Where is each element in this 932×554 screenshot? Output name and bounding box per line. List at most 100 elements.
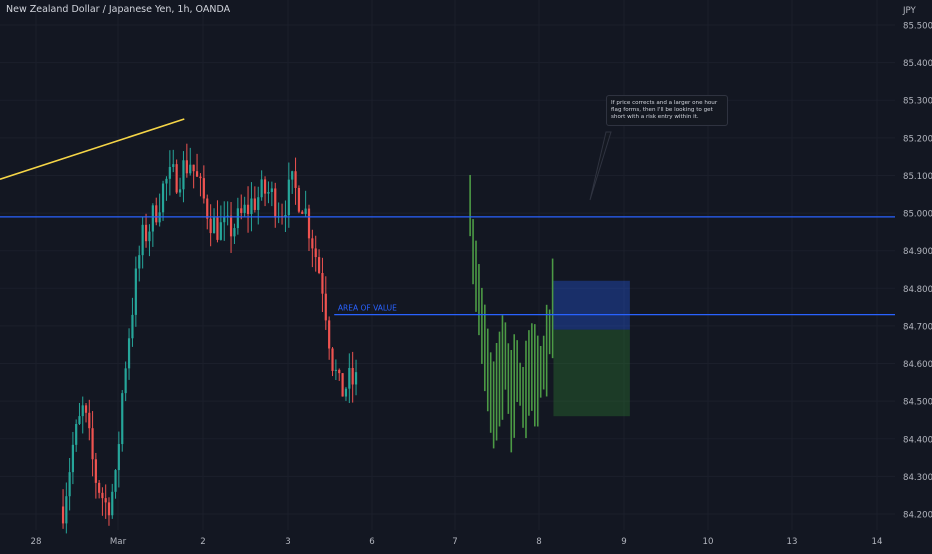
price-tick-label: 84.900 <box>903 247 932 257</box>
currency-label: JPY <box>902 6 917 16</box>
candle-up <box>178 189 182 193</box>
time-tick-label: 9 <box>621 537 626 547</box>
price-tick-label: 84.200 <box>903 511 932 521</box>
candle-down <box>104 498 107 503</box>
candle-up <box>270 188 273 192</box>
candle-down <box>317 257 321 273</box>
candle-up <box>348 367 351 389</box>
candle-down <box>240 208 243 213</box>
level-label: AREA OF VALUE <box>338 304 397 313</box>
candle-up <box>267 191 270 194</box>
candle-up <box>65 496 68 524</box>
candle-up <box>304 208 307 214</box>
candle-down <box>209 218 212 234</box>
candle-up <box>223 217 226 223</box>
candle-down <box>328 320 331 349</box>
candle-down <box>246 204 250 215</box>
candle-down <box>101 492 104 499</box>
candle-up <box>243 204 246 213</box>
candle-down <box>297 187 301 212</box>
candle-down <box>216 217 219 240</box>
candle-down <box>175 164 178 193</box>
price-tick-label: 84.300 <box>903 473 932 483</box>
candle-up <box>291 171 294 180</box>
overlays: AREA OF VALUE <box>0 118 895 417</box>
candle-down <box>311 238 314 249</box>
candle-up <box>68 472 71 497</box>
candle-down <box>206 198 209 219</box>
candle-up <box>250 198 253 215</box>
time-tick-label: Mar <box>110 537 127 547</box>
time-axis: 28 Mar 2 3 6 7 8 9 10 13 14 <box>31 537 883 547</box>
candle-up <box>114 470 117 492</box>
candle-up <box>127 338 131 369</box>
reward-zone <box>553 329 630 417</box>
candle-down <box>199 176 202 179</box>
projection-candles <box>469 174 554 453</box>
candle-down <box>331 348 334 371</box>
candle-up <box>354 372 358 385</box>
candle-up <box>134 268 137 315</box>
candle-down <box>84 405 88 413</box>
candle-up <box>344 388 348 397</box>
candle-up <box>165 178 168 184</box>
candle-up <box>138 255 141 269</box>
candle-up <box>161 183 165 213</box>
candle-down <box>195 171 199 177</box>
grid <box>0 0 895 530</box>
price-tick-label: 84.700 <box>903 322 932 332</box>
candle-up <box>260 179 263 198</box>
candle-down <box>185 160 188 174</box>
candle-down <box>155 205 158 223</box>
candle-up <box>334 369 337 371</box>
time-tick-label: 2 <box>200 537 205 547</box>
chart-title: New Zealand Dollar / Japanese Yen, 1h, O… <box>6 4 231 15</box>
time-tick-label: 7 <box>452 537 457 547</box>
candle-down <box>351 367 354 385</box>
price-tick-label: 84.600 <box>903 360 932 370</box>
price-tick-label: 84.400 <box>903 435 932 445</box>
candle-down <box>88 412 91 429</box>
price-tick-label: 85.000 <box>903 210 932 220</box>
candle-down <box>98 482 101 493</box>
candle-up <box>117 444 120 471</box>
risk-zone <box>553 280 630 330</box>
candle-up <box>284 215 287 217</box>
candle-down <box>253 198 256 210</box>
candle-up <box>148 231 151 242</box>
candle-up <box>182 160 185 190</box>
candle-up <box>151 205 154 232</box>
candle-up <box>257 197 260 210</box>
candle-up <box>131 314 134 339</box>
annotation-pointer <box>589 131 612 201</box>
candle-up <box>212 217 216 234</box>
candle-up <box>172 164 175 167</box>
price-tick-label: 85.100 <box>903 172 932 182</box>
candle-down <box>321 272 324 294</box>
candle-down <box>301 211 304 214</box>
time-tick-label: 6 <box>369 537 374 547</box>
annotation-note: If price corrects and a larger one hour … <box>606 95 728 126</box>
time-tick-label: 28 <box>31 537 42 547</box>
candle-down <box>229 215 233 237</box>
candle-up <box>75 423 78 445</box>
candle-down <box>192 164 195 172</box>
candle-up <box>121 393 124 445</box>
candle-down <box>263 179 267 194</box>
price-tick-label: 85.200 <box>903 134 932 144</box>
time-tick-label: 8 <box>536 537 541 547</box>
candle-up <box>71 444 74 473</box>
price-axis: 85.500 85.400 85.300 85.200 85.100 85.000 84.9… <box>902 6 932 521</box>
candle-up <box>81 405 84 417</box>
time-tick-label: 13 <box>787 537 798 547</box>
candle-down <box>341 373 344 397</box>
candle-up <box>233 228 236 237</box>
candle-down <box>94 459 97 483</box>
price-tick-label: 85.500 <box>903 22 932 32</box>
price-tick-label: 85.400 <box>903 59 932 69</box>
candle-up <box>219 222 222 240</box>
time-tick-label: 3 <box>285 537 290 547</box>
candle-up <box>124 368 127 394</box>
